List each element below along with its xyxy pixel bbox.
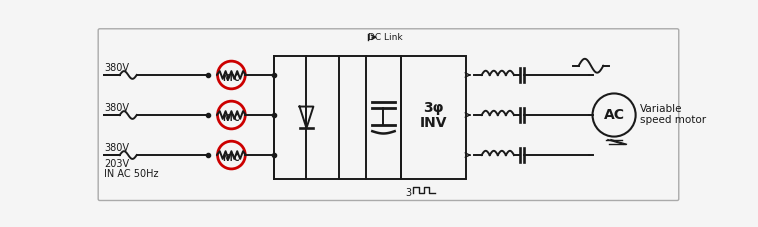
- Text: 203V: 203V: [105, 159, 130, 169]
- Text: NTC: NTC: [223, 114, 240, 123]
- Text: 3: 3: [406, 188, 412, 198]
- Text: 380V: 380V: [105, 103, 130, 113]
- Circle shape: [218, 101, 246, 129]
- Text: NTC: NTC: [223, 74, 240, 83]
- Text: INV: INV: [420, 116, 447, 131]
- Text: 3φ: 3φ: [423, 101, 443, 115]
- FancyBboxPatch shape: [99, 29, 678, 200]
- Text: NTC: NTC: [223, 154, 240, 163]
- Circle shape: [218, 141, 246, 169]
- Circle shape: [218, 61, 246, 89]
- Text: DC Link: DC Link: [368, 33, 402, 42]
- Text: speed motor: speed motor: [641, 115, 706, 125]
- Text: IN AC 50Hz: IN AC 50Hz: [105, 168, 159, 179]
- Bar: [401, 56, 466, 179]
- Text: Variable: Variable: [641, 104, 683, 114]
- Bar: [274, 56, 339, 179]
- Text: 380V: 380V: [105, 63, 130, 73]
- Text: AC: AC: [603, 108, 625, 122]
- Text: 380V: 380V: [105, 143, 130, 153]
